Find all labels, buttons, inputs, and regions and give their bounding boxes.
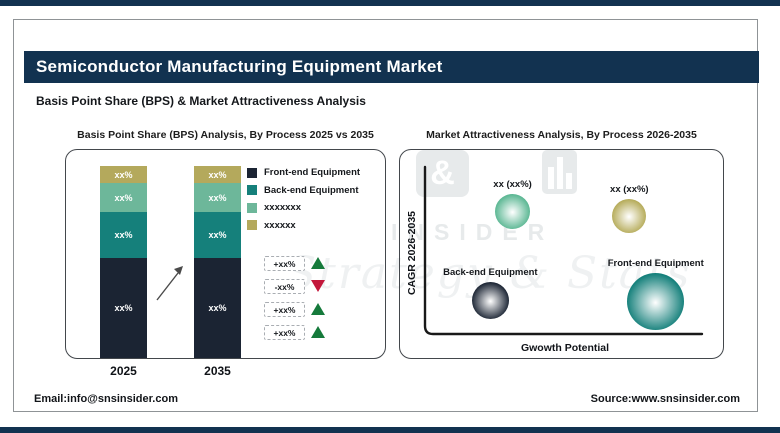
bar-segment-value: xx% [208, 169, 227, 180]
bar-segment-value: xx% [114, 303, 133, 314]
bar-segment-value: xx% [114, 192, 133, 203]
bps-change-badge: +xx% [264, 302, 305, 317]
bps-chart-panel: xx% xx% xx% xx% 2025 xx% xx% xx% xx% 2035 Front-e… [65, 149, 386, 378]
bar-segment: xx% [194, 166, 241, 184]
bar-segment-value: xx% [208, 230, 227, 241]
content-frame: & INSIDER Strategy & Stats Semiconductor… [13, 19, 759, 412]
bar-segment: xx% [194, 183, 241, 213]
stacked-bar-2025: xx% xx% xx% xx% [100, 166, 147, 358]
legend-item: xxxxxx [247, 217, 360, 235]
top-accent-bar [0, 0, 780, 6]
bubble-label: xx (xx%) [493, 178, 532, 190]
legend-swatch [247, 185, 257, 196]
bps-change-badge: +xx% [264, 325, 305, 340]
legend-item: xxxxxxx [247, 199, 360, 217]
bubble-label: Front-end Equipment [607, 257, 704, 269]
bar-segment: xx% [194, 258, 241, 358]
bar-segment: xx% [100, 212, 147, 259]
bubble-label: xx (xx%) [610, 184, 649, 196]
title-bar: Semiconductor Manufacturing Equipment Ma… [24, 51, 759, 83]
bubble-point [495, 193, 531, 229]
bar-segment: xx% [100, 183, 147, 213]
bubble-label: Back-end Equipment [443, 267, 538, 279]
page-title: Semiconductor Manufacturing Equipment Ma… [36, 57, 443, 76]
legend-label: Back-end Equipment [264, 184, 359, 196]
bubble-point [627, 272, 685, 330]
triangle-up-icon [311, 257, 325, 269]
legend-item: Back-end Equipment [247, 182, 360, 200]
watermark-building-icon [542, 150, 577, 194]
trend-arrow-icon [156, 266, 183, 301]
bubble-point [612, 199, 647, 234]
x-axis-label: Gwowth Potential [520, 342, 610, 354]
category-label: 2035 [204, 364, 231, 378]
y-axis-label: CAGR 2026-2035 [406, 210, 418, 296]
footer-email: Email:info@snsinsider.com [34, 393, 178, 405]
triangle-up-icon [311, 326, 325, 338]
legend-label: Front-end Equipment [264, 167, 361, 179]
bubble-point [471, 282, 509, 320]
bar-segment: xx% [100, 166, 147, 184]
legend-swatch [247, 220, 257, 231]
bps-legend: Front-end Equipment Back-end Equipment xxx… [247, 164, 360, 234]
bar-segment: xx% [100, 258, 147, 358]
legend-label: xxxxxx [264, 219, 296, 231]
attractiveness-chart-panel: CAGR 2026-2035 Gwowth Potential xx (xx%)… [399, 149, 724, 359]
triangle-up-icon [311, 303, 325, 315]
legend-swatch [247, 202, 257, 213]
bar-segment: xx% [194, 212, 241, 259]
category-label: 2025 [110, 364, 137, 378]
bar-segment-value: xx% [114, 169, 133, 180]
triangle-down-icon [311, 280, 325, 292]
bps-change-badge: -xx% [264, 279, 305, 294]
bps-change-badge: +xx% [264, 256, 305, 271]
bar-segment-value: xx% [208, 303, 227, 314]
legend-swatch [247, 167, 257, 178]
axes-icon [423, 165, 704, 336]
bar-segment-value: xx% [114, 230, 133, 241]
footer-source: Source:www.snsinsider.com [590, 393, 740, 405]
page-subtitle: Basis Point Share (BPS) & Market Attract… [36, 94, 366, 108]
bps-chart-title: Basis Point Share (BPS) Analysis, By Pro… [77, 129, 374, 141]
legend-label: xxxxxxx [264, 202, 301, 214]
bottom-accent-bar [0, 427, 780, 433]
stacked-bar-2035: xx% xx% xx% xx% [194, 166, 241, 358]
attractiveness-chart-title: Market Attractiveness Analysis, By Proce… [426, 129, 697, 141]
legend-item: Front-end Equipment [247, 164, 360, 182]
bar-segment-value: xx% [208, 192, 227, 203]
